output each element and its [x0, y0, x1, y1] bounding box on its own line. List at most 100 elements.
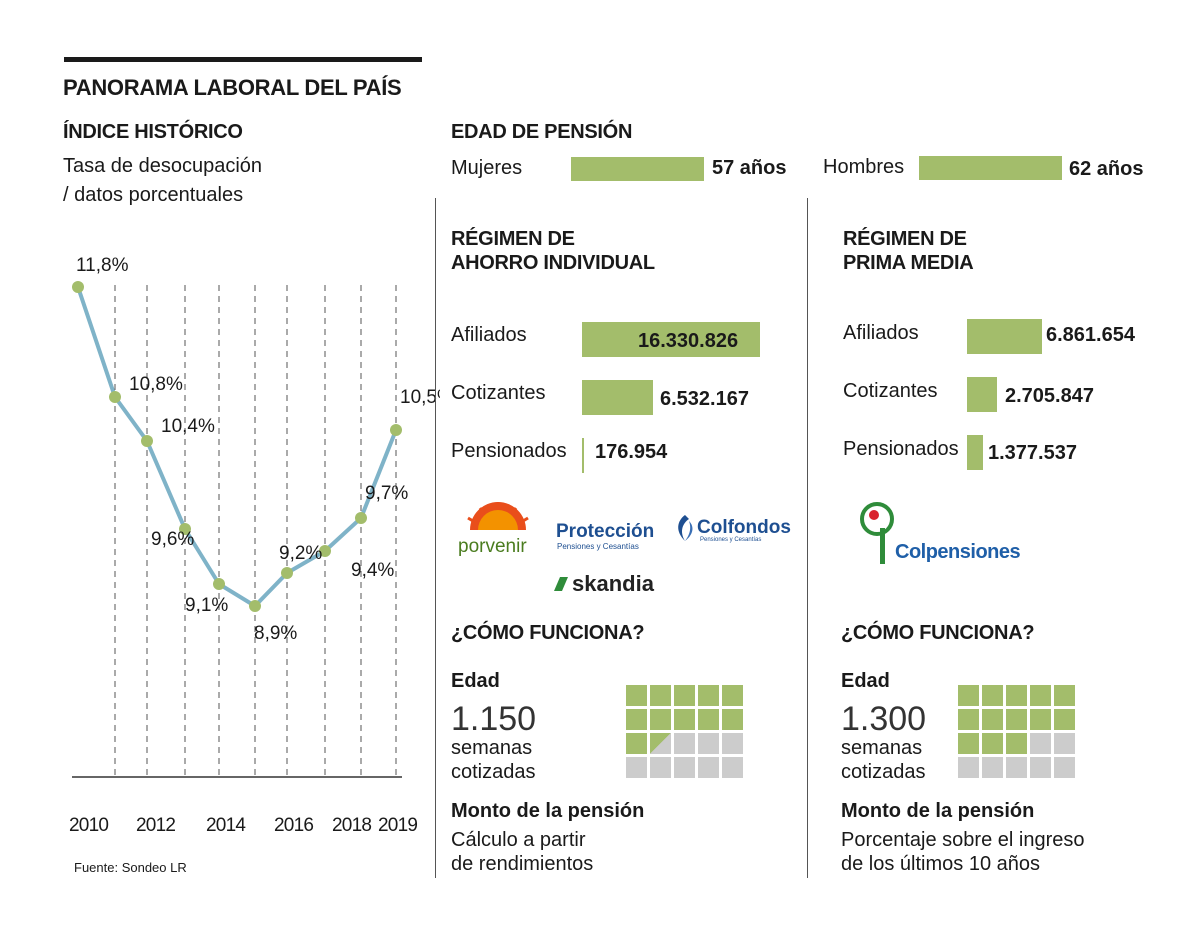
week-square: [1054, 733, 1075, 754]
x-tick-label: 2018: [332, 815, 372, 836]
rai-pensionados-bar: [582, 438, 584, 473]
week-square: [1006, 709, 1027, 730]
week-square: [650, 709, 671, 730]
series-line: [76, 286, 398, 608]
data-point: [109, 391, 121, 403]
rpm-amount-line2: de los últimos 10 años: [841, 853, 1041, 875]
x-tick-label: 2014: [206, 815, 246, 836]
week-square: [626, 709, 647, 730]
women-label: Mujeres: [451, 157, 523, 179]
rpm-pensionados-value: 1.377.537: [988, 442, 1077, 464]
week-square: [1030, 709, 1051, 730]
week-square: [698, 685, 719, 706]
chart-section-title: ÍNDICE HISTÓRICO: [63, 121, 243, 143]
rai-pensionados-value: 176.954: [595, 441, 668, 463]
rpm-amount-title: Monto de la pensión: [841, 800, 1035, 822]
data-label: 10,5%: [400, 387, 440, 408]
proteccion-logo-sub: Pensiones y Cesantías: [557, 542, 639, 551]
rpm-age-label: Edad: [841, 670, 890, 692]
women-age-bar: [571, 157, 704, 181]
colfondos-emblem-icon: [678, 515, 693, 541]
data-label: 9,6%: [151, 529, 194, 550]
porvenir-wordmark: porvenir: [458, 536, 527, 557]
rai-age-label: Edad: [451, 670, 500, 692]
men-label: Hombres: [823, 156, 905, 178]
men-age-bar: [919, 156, 1062, 180]
week-square: [674, 757, 695, 778]
rai-afiliados-value: 16.330.826: [638, 330, 739, 352]
rai-cotizantes-bar: [582, 380, 653, 415]
rai-pensionados-label: Pensionados: [451, 440, 567, 462]
rpm-afiliados-label: Afiliados: [843, 322, 919, 344]
colfondos-logo: Colfondos: [697, 517, 791, 538]
week-square: [958, 733, 979, 754]
rpm-title-line1: RÉGIMEN DE: [843, 228, 967, 250]
data-label: 10,8%: [129, 374, 183, 395]
page-title: PANORAMA LABORAL DEL PAÍS: [63, 75, 402, 100]
rpm-pensionados-bar: [967, 435, 983, 470]
proteccion-logo: Protección: [556, 521, 655, 542]
data-label: 10,4%: [161, 416, 215, 437]
rai-amount-line1: Cálculo a partir: [451, 829, 586, 851]
week-square: [958, 757, 979, 778]
week-square: [1030, 685, 1051, 706]
week-square: [982, 757, 1003, 778]
rpm-cotizantes-bar: [967, 377, 997, 412]
rpm-weeks-unit-line1: semanas: [841, 737, 923, 759]
women-age-value: 57 años: [712, 157, 787, 179]
skandia-logo: skandia: [572, 571, 654, 596]
data-point: [72, 281, 84, 293]
rai-weeks-grid: [626, 685, 743, 778]
rai-afiliados-bar: [582, 322, 760, 357]
week-square: [1030, 733, 1051, 754]
week-square: [722, 709, 743, 730]
week-square: [650, 685, 671, 706]
data-point: [249, 600, 261, 612]
header-rule: [64, 57, 422, 62]
week-square: [626, 733, 647, 754]
week-square: [626, 685, 647, 706]
week-square: [626, 757, 647, 778]
week-square: [1006, 685, 1027, 706]
x-tick-label: 2019: [378, 815, 418, 836]
rpm-cotizantes-label: Cotizantes: [843, 380, 938, 402]
rpm-how-title: ¿CÓMO FUNCIONA?: [841, 622, 1035, 644]
data-label: 8,9%: [254, 623, 297, 644]
week-square: [650, 757, 671, 778]
week-square: [1006, 757, 1027, 778]
data-point: [141, 435, 153, 447]
rpm-title-line2: PRIMA MEDIA: [843, 252, 974, 274]
week-square: [698, 709, 719, 730]
data-label: 9,1%: [185, 595, 228, 616]
rpm-afiliados-value: 6.861.654: [1046, 324, 1135, 346]
rpm-weeks-unit-line2: cotizadas: [841, 761, 926, 783]
sun-icon: [467, 502, 529, 530]
rpm-cotizantes-value: 2.705.847: [1005, 385, 1094, 407]
week-square: [674, 733, 695, 754]
skandia-mark-icon: [554, 577, 568, 591]
separator-right: [807, 198, 808, 878]
data-point: [319, 545, 331, 557]
rai-weeks-number: 1.150: [451, 700, 537, 738]
colfondos-logo-sub: Pensiones y Cesantías: [700, 537, 762, 543]
rai-amount-title: Monto de la pensión: [451, 800, 645, 822]
rai-title-line2: AHORRO INDIVIDUAL: [451, 252, 655, 274]
week-square: [1054, 685, 1075, 706]
colpensiones-logo: Colpensiones: [895, 541, 1021, 563]
data-point: [179, 523, 191, 535]
rai-afiliados-label: Afiliados: [451, 324, 527, 346]
rai-amount-line2: de rendimientos: [451, 853, 594, 875]
week-square: [958, 709, 979, 730]
week-square: [674, 685, 695, 706]
rai-weeks-unit-line2: cotizadas: [451, 761, 536, 783]
week-square: [982, 733, 1003, 754]
rpm-afiliados-bar: [967, 319, 1042, 354]
chart-subtitle-line1: Tasa de desocupación: [63, 155, 263, 177]
chart-source: Fuente: Sondeo LR: [74, 860, 187, 875]
porvenir-logo: porvenir: [458, 502, 529, 557]
rpm-pensionados-label: Pensionados: [843, 438, 959, 460]
x-tick-label: 2010: [69, 815, 109, 836]
week-square: [1054, 757, 1075, 778]
week-square: [722, 685, 743, 706]
rpm-weeks-number: 1.300: [841, 700, 927, 738]
